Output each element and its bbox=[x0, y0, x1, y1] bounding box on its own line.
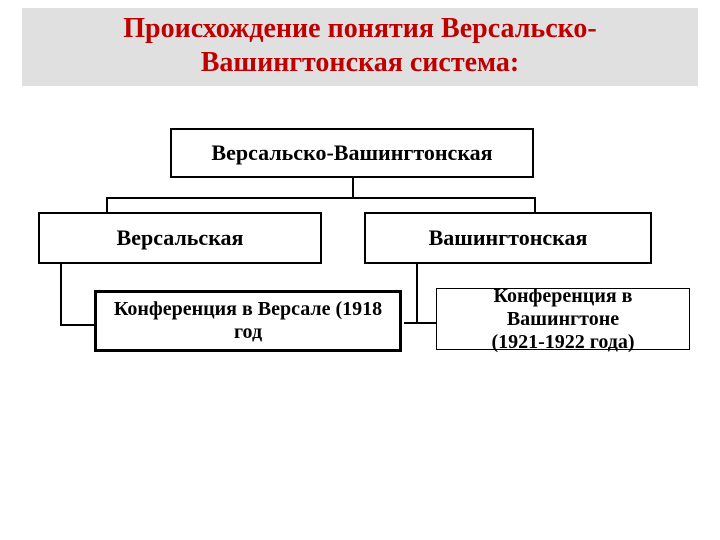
node-versailles: Версальская bbox=[38, 212, 322, 264]
connector bbox=[60, 324, 94, 326]
node-washington-conference: Конференция в Вашингтоне(1921-1922 года) bbox=[436, 288, 690, 350]
node-washington: Вашингтонская bbox=[364, 212, 652, 264]
connector bbox=[106, 197, 108, 212]
node-versailles-conference: Конференция в Версале (1918 год bbox=[94, 290, 402, 352]
page-title: Происхождение понятия Версальско-Вашингт… bbox=[22, 8, 698, 86]
connector bbox=[352, 178, 354, 197]
node-root: Версальско-Вашингтонская bbox=[170, 128, 534, 178]
connector bbox=[416, 264, 418, 322]
connector bbox=[534, 197, 536, 212]
connector bbox=[106, 197, 536, 199]
connector bbox=[60, 264, 62, 324]
connector bbox=[404, 322, 436, 324]
